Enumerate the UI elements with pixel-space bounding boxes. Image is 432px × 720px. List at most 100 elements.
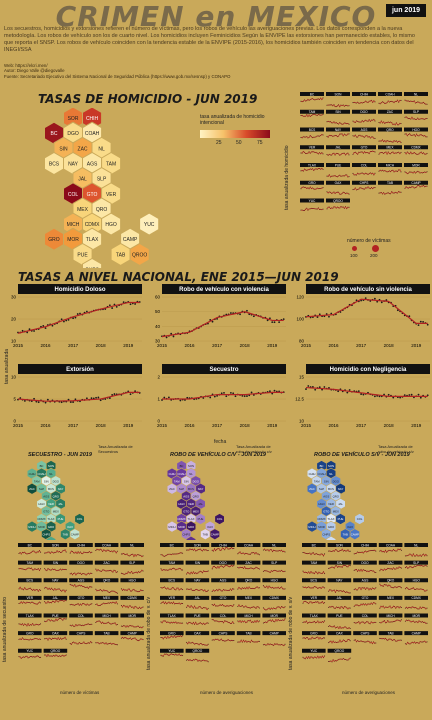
data-point bbox=[223, 391, 225, 394]
hex-label-jal: JAL bbox=[78, 177, 87, 183]
hex-label-gro: GRO bbox=[48, 237, 60, 243]
panel-strip bbox=[300, 127, 324, 132]
hex-label: DGO bbox=[53, 479, 60, 483]
panel-strip bbox=[18, 543, 42, 547]
hex-label-bc: BC bbox=[51, 131, 58, 137]
hex-label: DGO bbox=[193, 479, 200, 483]
hex-label: VER bbox=[188, 502, 194, 506]
panel-label: SIN bbox=[195, 561, 201, 565]
hex-label: ZAC bbox=[309, 487, 315, 491]
chart-title: Secuestro bbox=[209, 367, 238, 373]
hex-shape bbox=[186, 535, 197, 540]
data-point bbox=[383, 393, 385, 396]
panel-label: DGO bbox=[219, 561, 227, 565]
data-point bbox=[328, 386, 330, 389]
panel-line bbox=[379, 566, 402, 571]
panel-line bbox=[378, 191, 402, 195]
hex-camp: CAMP bbox=[209, 528, 220, 540]
panel-label: TAM bbox=[169, 561, 176, 565]
panel-strip bbox=[378, 631, 403, 636]
panel-label: VER bbox=[169, 596, 176, 600]
panel-label: YUC bbox=[309, 199, 316, 203]
hex-label: CHIH bbox=[29, 472, 36, 476]
panel-ags: AGS bbox=[352, 127, 376, 139]
national-chart-1: Robo de vehículo con violencia 30 40 50 60 20… bbox=[155, 284, 286, 348]
panel-strip bbox=[353, 613, 377, 618]
panel-line bbox=[121, 625, 144, 629]
data-point bbox=[328, 315, 330, 318]
panel-label: GTO bbox=[361, 146, 368, 150]
panel-pue: PUE bbox=[43, 613, 68, 623]
panel-camp: CAMP bbox=[404, 631, 428, 645]
panel-strip bbox=[120, 595, 144, 600]
panel-strip bbox=[326, 92, 350, 96]
panel-strip bbox=[327, 560, 352, 565]
panel-label: QROO bbox=[51, 649, 61, 653]
hex-label-yuc: YUC bbox=[144, 222, 155, 228]
panel-label: BC bbox=[310, 92, 315, 96]
panel-label: TLAX bbox=[26, 614, 35, 618]
data-point bbox=[348, 389, 351, 391]
data-point bbox=[67, 318, 70, 321]
hex-shape bbox=[186, 460, 197, 472]
panel-label: QROO bbox=[335, 649, 345, 653]
panel-tab: TAB bbox=[378, 180, 402, 195]
hex-label: QRO bbox=[193, 495, 200, 499]
hex-label-mex: MEX bbox=[77, 207, 89, 213]
hex-label-nay: NAY bbox=[68, 161, 79, 167]
hex-label: GRO bbox=[328, 525, 335, 529]
data-point bbox=[90, 397, 93, 400]
panel-hgo: HGO bbox=[262, 578, 286, 590]
panel-label: CHIH bbox=[219, 543, 227, 547]
panel-tlax: TLAX bbox=[300, 163, 324, 172]
panel-son: SON bbox=[326, 92, 350, 108]
data-point bbox=[85, 397, 88, 400]
panel-camp: CAMP bbox=[262, 631, 286, 647]
panel-col: COL bbox=[211, 613, 235, 625]
panel-strip bbox=[43, 543, 68, 547]
data-point bbox=[51, 324, 54, 327]
panel-line bbox=[328, 548, 351, 552]
data-point bbox=[113, 393, 116, 395]
hex-label: TAB bbox=[63, 532, 68, 536]
national-xlabel: fecha bbox=[214, 439, 227, 445]
data-point bbox=[113, 303, 116, 306]
data-point bbox=[19, 397, 22, 399]
panel-line bbox=[121, 569, 144, 575]
data-point bbox=[213, 395, 216, 398]
panel-strip bbox=[160, 631, 184, 636]
panel-nl: NL bbox=[262, 543, 286, 553]
hex-label: VER bbox=[328, 502, 334, 506]
panel-slp: SLP bbox=[404, 560, 428, 569]
panel-line bbox=[186, 604, 209, 611]
hex-yuc: YUC bbox=[326, 535, 337, 540]
panel-nay: NAY bbox=[327, 578, 352, 594]
panel-label: QROO bbox=[333, 199, 343, 203]
data-point bbox=[99, 399, 102, 402]
trend-line bbox=[305, 298, 428, 324]
panel-oax: OAX bbox=[326, 180, 350, 195]
panel-label: BCS bbox=[27, 579, 34, 583]
hex-label: BC bbox=[320, 464, 324, 468]
data-point bbox=[111, 393, 114, 396]
data-point bbox=[229, 391, 232, 394]
panel-line bbox=[18, 550, 41, 555]
panel-label: BCS bbox=[169, 579, 176, 583]
panel-line bbox=[326, 174, 350, 178]
data-point bbox=[243, 395, 246, 398]
data-point bbox=[44, 327, 47, 330]
hex-label: PUE bbox=[338, 517, 344, 521]
data-point bbox=[305, 388, 307, 390]
data-point bbox=[202, 397, 205, 399]
panel-strip bbox=[300, 92, 324, 96]
panel-line bbox=[404, 151, 428, 155]
data-point bbox=[122, 301, 125, 304]
hex-label: CAMP bbox=[211, 532, 219, 536]
panel-jal: JAL bbox=[326, 145, 350, 156]
hex-label: JAL bbox=[338, 502, 343, 506]
hex-label: GTO bbox=[43, 510, 50, 514]
panel-label: CAMP bbox=[411, 181, 420, 185]
panel-strip bbox=[378, 560, 403, 565]
data-point bbox=[67, 398, 70, 401]
hex-label: ZAC bbox=[29, 487, 35, 491]
